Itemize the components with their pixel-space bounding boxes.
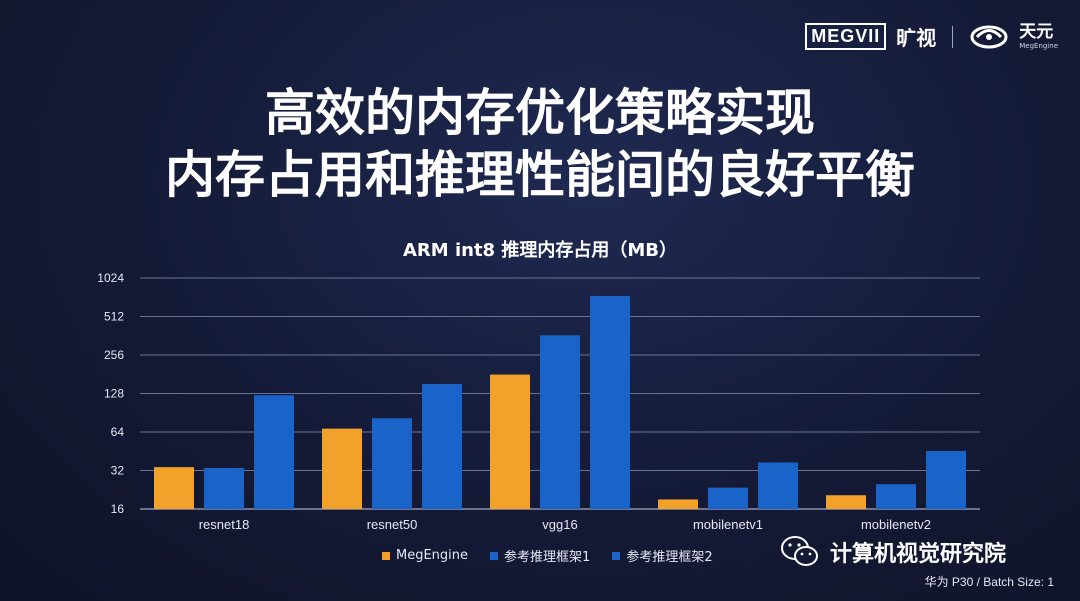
bar-mobilenetv2-series0: [826, 495, 866, 509]
page-title: 高效的内存优化策略实现 内存占用和推理性能间的良好平衡: [0, 82, 1080, 206]
x-tick-label: resnet50: [367, 517, 418, 532]
legend-label-framework2: 参考推理框架2: [626, 550, 713, 565]
wechat-watermark: 计算机视觉研究院: [780, 534, 1006, 570]
bar-mobilenetv2-series2: [926, 450, 966, 509]
legend-item-megengine: MegEngine: [382, 546, 468, 565]
legend-label-megengine: MegEngine: [396, 548, 469, 563]
bar-resnet18-series1: [204, 467, 244, 509]
bar-resnet50-series0: [322, 428, 362, 509]
y-tick-label: 16: [111, 502, 125, 516]
chart-title: ARM int8 推理内存占用（MB）: [403, 240, 677, 261]
legend-swatch-framework2: [612, 551, 621, 560]
bar-mobilenetv1-series1: [708, 487, 748, 509]
bar-resnet18-series0: [154, 467, 194, 509]
x-tick-label: mobilenetv2: [861, 517, 931, 532]
y-tick-label: 32: [111, 464, 125, 478]
bar-vgg16-series2: [590, 296, 630, 509]
legend-swatch-framework1: [490, 551, 499, 560]
bar-vgg16-series1: [540, 335, 580, 509]
bar-resnet50-series1: [372, 418, 412, 509]
footnote: 华为 P30 / Batch Size: 1: [924, 575, 1054, 589]
megvii-cn-logo: 旷视: [896, 26, 937, 50]
legend-item-framework2: 参考推理框架2: [612, 546, 713, 565]
y-tick-label: 64: [111, 425, 125, 439]
bar-resnet18-series2: [254, 395, 294, 509]
y-tick-label: 256: [104, 348, 124, 362]
bar-mobilenetv2-series1: [876, 484, 916, 509]
y-tick-label: 1024: [97, 271, 124, 285]
watermark-text: 计算机视觉研究院: [830, 542, 1007, 567]
x-tick-label: resnet18: [199, 517, 250, 532]
logo-bar: MEGVII 旷视 天元 MegEngine: [805, 22, 1058, 51]
bar-mobilenetv1-series2: [758, 462, 798, 509]
bar-resnet50-series2: [422, 383, 462, 509]
megengine-logo: 天元 MegEngine: [969, 21, 1058, 50]
title-line-2: 内存占用和推理性能间的良好平衡: [165, 146, 915, 204]
tianyuan-cn: 天元: [1019, 21, 1054, 42]
bar-vgg16-series0: [490, 374, 530, 509]
logo-divider: [952, 25, 954, 48]
chart-legend: MegEngine 参考推理框架1 参考推理框架2: [382, 546, 713, 565]
legend-label-framework1: 参考推理框架1: [504, 550, 591, 565]
y-tick-label: 128: [104, 387, 124, 401]
bar-mobilenetv1-series0: [658, 499, 698, 509]
megvii-logo: MEGVII: [805, 23, 887, 50]
title-line-1: 高效的内存优化策略实现: [265, 84, 815, 142]
y-tick-label: 512: [104, 310, 124, 324]
x-tick-label: vgg16: [542, 517, 577, 532]
megengine-swirl-icon: [970, 25, 1008, 48]
x-tick-label: mobilenetv1: [693, 517, 763, 532]
wechat-icon: [781, 536, 818, 566]
legend-swatch-megengine: [382, 551, 390, 560]
legend-item-framework1: 参考推理框架1: [490, 546, 590, 565]
tianyuan-en: MegEngine: [1019, 41, 1058, 50]
